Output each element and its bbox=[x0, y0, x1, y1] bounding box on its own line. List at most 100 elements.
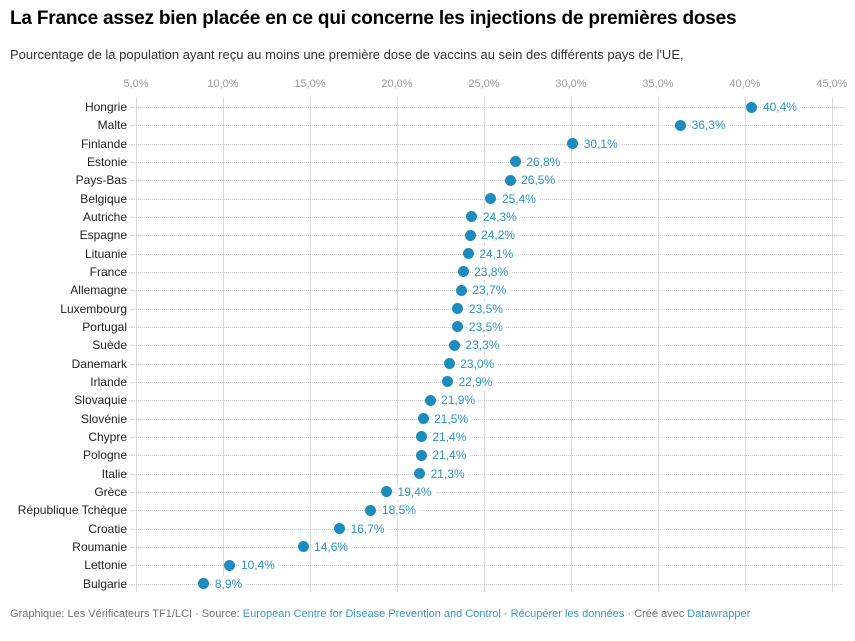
data-point-dot[interactable] bbox=[466, 211, 478, 223]
value-label: 21,9% bbox=[440, 392, 479, 409]
country-label: Estonie bbox=[86, 154, 127, 169]
country-label: Danemark bbox=[71, 356, 127, 371]
row-leader-line bbox=[131, 583, 843, 585]
data-point-dot[interactable] bbox=[415, 431, 427, 443]
footer-get-data-link[interactable]: Récupérer les données bbox=[510, 608, 625, 620]
value-label: 21,4% bbox=[431, 428, 470, 445]
data-point-dot[interactable] bbox=[441, 376, 453, 388]
country-label: Finlande bbox=[80, 136, 127, 151]
x-axis-tick-label: 25,0% bbox=[468, 78, 500, 90]
chart-footer: Graphique: Les Vérificateurs TF1/LCI · S… bbox=[10, 608, 845, 620]
country-label: Grèce bbox=[94, 484, 127, 499]
country-label: Lettonie bbox=[84, 558, 127, 573]
country-label: Pays-Bas bbox=[75, 173, 127, 188]
country-label: Belgique bbox=[80, 191, 127, 206]
x-gridline bbox=[310, 97, 311, 592]
row-leader-line bbox=[131, 107, 843, 108]
data-point-dot[interactable] bbox=[452, 321, 464, 333]
value-label: 16,7% bbox=[349, 520, 388, 537]
value-label: 26,8% bbox=[525, 153, 564, 170]
x-gridline bbox=[571, 97, 572, 592]
value-label: 8,9% bbox=[213, 575, 246, 592]
value-label: 21,3% bbox=[429, 465, 468, 482]
country-label: Portugal bbox=[82, 319, 127, 334]
data-point-dot[interactable] bbox=[567, 138, 579, 150]
footer-separator-1: · bbox=[500, 608, 511, 620]
country-label: Pologne bbox=[82, 448, 127, 463]
data-point-dot[interactable] bbox=[334, 523, 346, 535]
country-label: Slovaquie bbox=[74, 393, 127, 408]
data-point-dot[interactable] bbox=[452, 303, 464, 315]
country-label: Malte bbox=[97, 118, 127, 133]
value-label: 24,1% bbox=[478, 245, 517, 262]
value-label: 25,4% bbox=[500, 190, 539, 207]
footer-source-link[interactable]: European Centre for Disease Prevention a… bbox=[242, 608, 501, 620]
x-axis-tick-label: 30,0% bbox=[555, 78, 587, 90]
x-axis-tick-label: 20,0% bbox=[381, 78, 413, 90]
country-label: Roumanie bbox=[72, 539, 127, 554]
row-leader-line bbox=[131, 161, 843, 163]
data-point-dot[interactable] bbox=[485, 193, 497, 205]
data-point-dot[interactable] bbox=[365, 504, 377, 516]
data-point-dot[interactable] bbox=[457, 266, 469, 278]
row-leader-line bbox=[131, 125, 843, 127]
row-leader-line bbox=[131, 455, 843, 457]
chart-subtitle: Pourcentage de la population ayant reçu … bbox=[10, 47, 684, 62]
x-axis-tick-label: 15,0% bbox=[294, 78, 326, 90]
country-label: Espagne bbox=[79, 228, 127, 243]
country-label: Autriche bbox=[82, 209, 127, 224]
x-axis-tick-label: 40,0% bbox=[729, 78, 761, 90]
row-leader-line bbox=[131, 473, 843, 475]
value-label: 26,5% bbox=[520, 172, 559, 189]
value-label: 22,9% bbox=[457, 373, 496, 390]
row-leader-line bbox=[131, 180, 843, 182]
x-axis-tick-label: 10,0% bbox=[207, 78, 239, 90]
row-leader-line bbox=[131, 400, 843, 402]
data-point-dot[interactable] bbox=[746, 101, 758, 113]
data-point-dot[interactable] bbox=[455, 284, 467, 296]
value-label: 36,3% bbox=[690, 117, 729, 134]
data-point-dot[interactable] bbox=[414, 468, 426, 480]
x-gridline bbox=[832, 97, 833, 592]
country-label: Suède bbox=[92, 338, 127, 353]
data-point-dot[interactable] bbox=[504, 174, 516, 186]
row-leader-line bbox=[131, 546, 843, 548]
data-point-dot[interactable] bbox=[224, 559, 236, 571]
x-axis-tick-label: 5,0% bbox=[123, 78, 149, 90]
data-point-dot[interactable] bbox=[443, 358, 455, 370]
country-label: Luxembourg bbox=[60, 301, 127, 316]
x-gridline bbox=[745, 97, 746, 592]
country-label: Croatie bbox=[88, 521, 127, 536]
data-point-dot[interactable] bbox=[675, 119, 687, 131]
value-label: 21,4% bbox=[431, 447, 470, 464]
footer-created-with-text: · Créé avec bbox=[624, 608, 688, 620]
data-point-dot[interactable] bbox=[198, 578, 210, 590]
data-point-dot[interactable] bbox=[381, 486, 393, 498]
value-label: 23,8% bbox=[473, 263, 512, 280]
footer-datawrapper-link[interactable]: Datawrapper bbox=[687, 608, 751, 620]
country-label: République Tchèque bbox=[17, 503, 127, 518]
value-label: 40,4% bbox=[761, 99, 800, 115]
country-label: Hongrie bbox=[84, 100, 127, 114]
data-point-dot[interactable] bbox=[464, 229, 476, 241]
value-label: 18,5% bbox=[380, 502, 419, 519]
data-point-dot[interactable] bbox=[424, 394, 436, 406]
value-label: 23,0% bbox=[459, 355, 498, 372]
data-point-dot[interactable] bbox=[415, 449, 427, 461]
country-label: Bulgarie bbox=[82, 576, 127, 591]
value-label: 23,5% bbox=[467, 318, 506, 335]
value-label: 21,5% bbox=[433, 410, 472, 427]
footer-credit-text: Graphique: Les Vérificateurs TF1/LCI · S… bbox=[10, 608, 243, 620]
data-point-dot[interactable] bbox=[417, 413, 429, 425]
value-label: 14,6% bbox=[313, 538, 352, 555]
data-point-dot[interactable] bbox=[462, 248, 474, 260]
data-point-dot[interactable] bbox=[448, 339, 460, 351]
x-axis-tick-label: 45,0% bbox=[816, 78, 848, 90]
country-label: France bbox=[89, 264, 127, 279]
country-label: Chypre bbox=[88, 429, 127, 444]
data-point-dot[interactable] bbox=[509, 156, 521, 168]
value-label: 23,7% bbox=[471, 282, 510, 299]
data-point-dot[interactable] bbox=[297, 541, 309, 553]
row-leader-line bbox=[131, 418, 843, 420]
